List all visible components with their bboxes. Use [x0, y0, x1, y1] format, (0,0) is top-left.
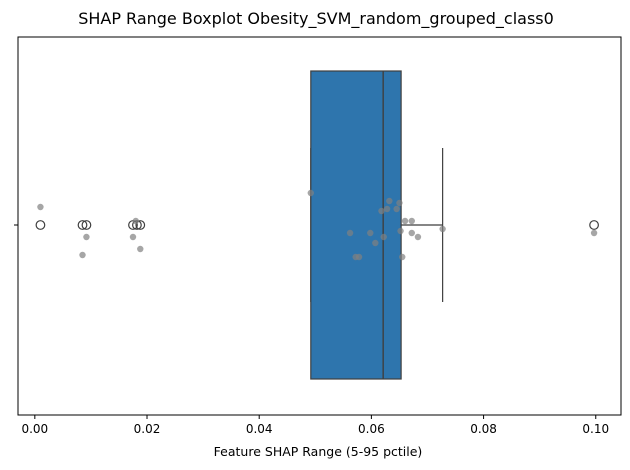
strip-point — [414, 233, 422, 241]
plot-frame — [17, 36, 622, 416]
strip-point — [380, 233, 387, 241]
strip-point — [79, 251, 86, 259]
strip-point — [393, 205, 400, 213]
x-tick-label: 0.00 — [21, 422, 48, 436]
strip-point — [307, 189, 315, 197]
outlier-point — [81, 220, 92, 230]
outlier-point — [135, 220, 146, 230]
strip-point — [129, 233, 137, 241]
strip-point — [137, 245, 144, 253]
strip-point — [408, 217, 415, 225]
x-tick-label: 0.08 — [470, 422, 497, 436]
outlier-point — [77, 220, 88, 230]
x-tick-label: 0.04 — [246, 422, 273, 436]
x-tick-label: 0.06 — [358, 422, 385, 436]
x-tick-label: 0.02 — [134, 422, 161, 436]
strip-point — [408, 229, 415, 237]
strip-point — [399, 253, 406, 261]
strip-point — [346, 229, 354, 237]
strip-point — [439, 225, 446, 233]
outlier-point — [35, 220, 46, 230]
outlier-point — [589, 220, 599, 230]
strip-point — [401, 217, 409, 225]
strip-point — [386, 197, 393, 205]
strip-point — [367, 229, 374, 237]
strip-point — [378, 207, 385, 215]
strip-point — [372, 239, 379, 247]
x-tick-label: 0.10 — [582, 422, 609, 436]
strip-point — [383, 205, 391, 213]
strip-point — [396, 199, 403, 207]
x-axis-label: Feature SHAP Range (5-95 pctile) — [214, 444, 423, 459]
strip-point — [590, 229, 598, 237]
strip-point — [132, 217, 139, 225]
strip-point — [355, 253, 363, 261]
x-axis: 0.00 0.02 0.04 0.06 0.08 0.10 — [21, 415, 609, 436]
plot-area — [17, 36, 622, 416]
chart-title: SHAP Range Boxplot Obesity_SVM_random_gr… — [78, 9, 554, 29]
iqr-box — [310, 70, 402, 380]
strip-point — [83, 233, 90, 241]
strip-point — [397, 227, 404, 235]
strip-point — [37, 203, 44, 211]
